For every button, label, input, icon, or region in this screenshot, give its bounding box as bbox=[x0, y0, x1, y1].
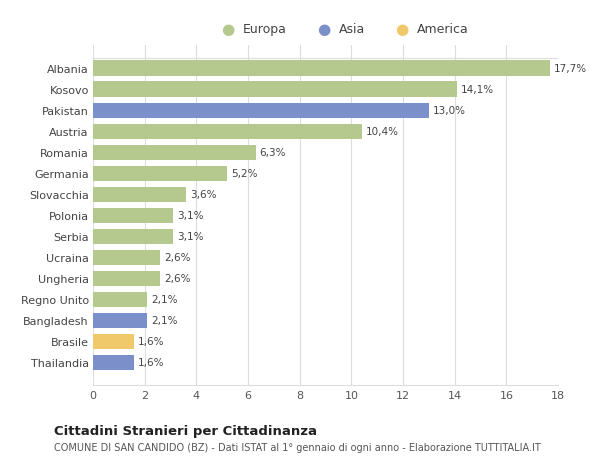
Text: 1,6%: 1,6% bbox=[138, 336, 165, 347]
Text: 5,2%: 5,2% bbox=[231, 169, 258, 179]
Text: 2,6%: 2,6% bbox=[164, 274, 191, 284]
Bar bbox=[93, 292, 147, 307]
Bar bbox=[93, 334, 134, 349]
Bar bbox=[93, 103, 429, 118]
Bar bbox=[93, 271, 160, 286]
Bar bbox=[93, 355, 134, 370]
Text: 3,1%: 3,1% bbox=[177, 232, 203, 242]
Bar bbox=[93, 82, 457, 97]
Text: ●: ● bbox=[395, 22, 409, 37]
Text: ●: ● bbox=[221, 22, 235, 37]
Bar bbox=[93, 62, 550, 77]
Bar bbox=[93, 313, 147, 328]
Text: Asia: Asia bbox=[339, 23, 365, 36]
Text: ●: ● bbox=[317, 22, 331, 37]
Bar bbox=[93, 208, 173, 223]
Text: 10,4%: 10,4% bbox=[365, 127, 398, 137]
Text: COMUNE DI SAN CANDIDO (BZ) - Dati ISTAT al 1° gennaio di ogni anno - Elaborazion: COMUNE DI SAN CANDIDO (BZ) - Dati ISTAT … bbox=[54, 442, 541, 452]
Text: 2,1%: 2,1% bbox=[151, 295, 178, 305]
Text: America: America bbox=[417, 23, 469, 36]
Text: 1,6%: 1,6% bbox=[138, 358, 165, 368]
Bar bbox=[93, 166, 227, 181]
Text: 2,6%: 2,6% bbox=[164, 253, 191, 263]
Text: 3,1%: 3,1% bbox=[177, 211, 203, 221]
Bar bbox=[93, 229, 173, 244]
Text: Cittadini Stranieri per Cittadinanza: Cittadini Stranieri per Cittadinanza bbox=[54, 425, 317, 437]
Bar bbox=[93, 145, 256, 160]
Bar bbox=[93, 124, 362, 140]
Text: 13,0%: 13,0% bbox=[433, 106, 466, 116]
Text: Europa: Europa bbox=[243, 23, 287, 36]
Text: 2,1%: 2,1% bbox=[151, 316, 178, 325]
Text: 14,1%: 14,1% bbox=[461, 85, 494, 95]
Text: 17,7%: 17,7% bbox=[554, 64, 587, 74]
Bar bbox=[93, 187, 186, 202]
Text: 3,6%: 3,6% bbox=[190, 190, 217, 200]
Text: 6,3%: 6,3% bbox=[260, 148, 286, 158]
Bar bbox=[93, 250, 160, 265]
